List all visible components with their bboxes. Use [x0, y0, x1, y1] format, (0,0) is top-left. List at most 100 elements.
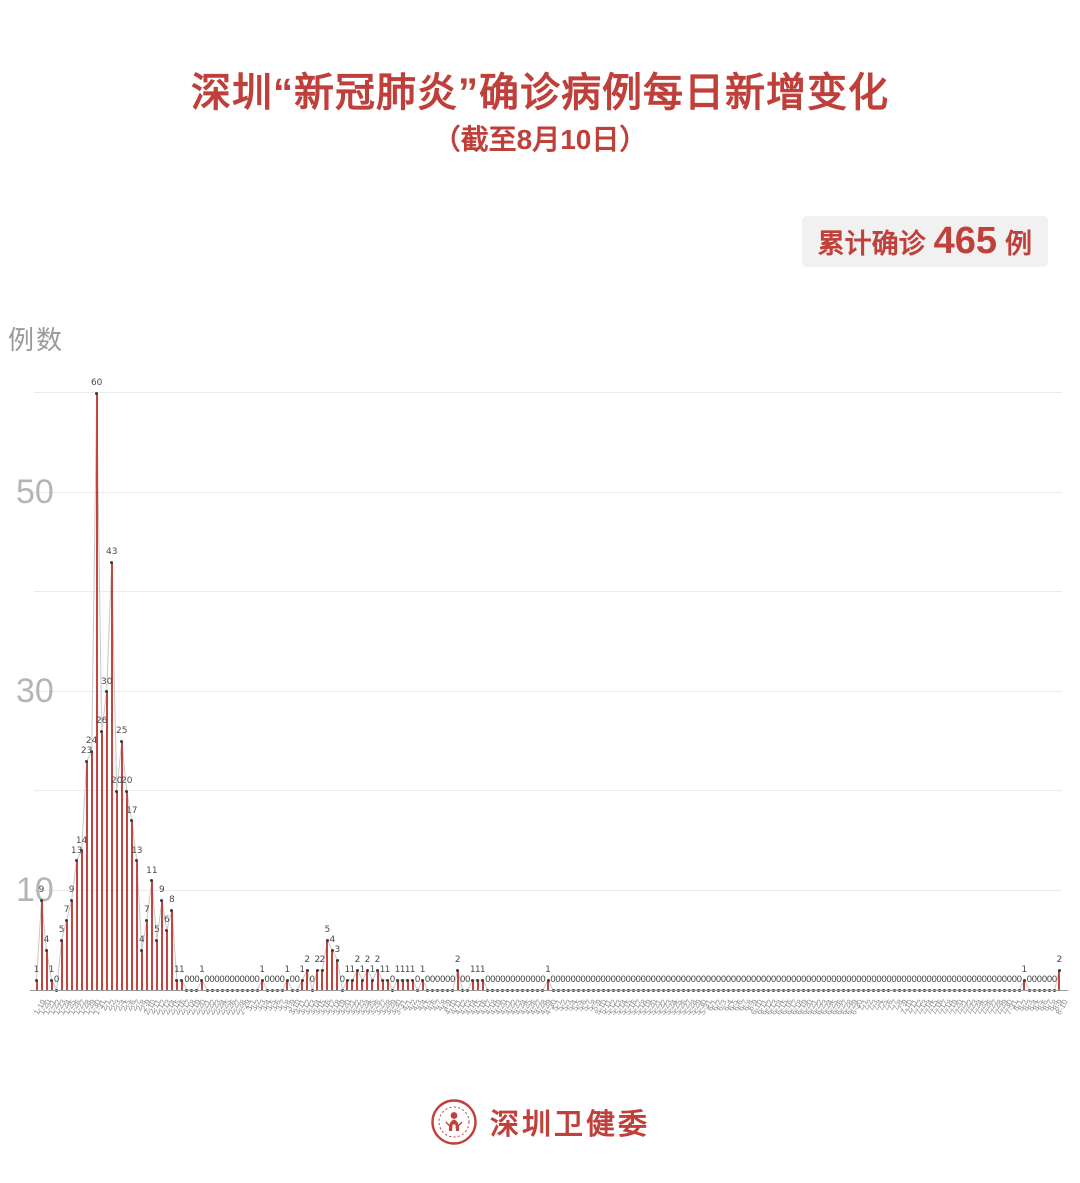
bar [170, 910, 173, 990]
bar-value-label: 0 [499, 975, 506, 985]
bar-value-label: 0 [830, 975, 837, 985]
bar-value-label: 0 [585, 975, 591, 985]
bar-value-label: 0 [745, 975, 752, 985]
cumulative-value: 465 [933, 220, 997, 262]
bar-value-label: 0 [996, 975, 1003, 985]
bar-value-label: 0 [685, 975, 692, 985]
data-point-dot [145, 918, 149, 922]
bar-value-label: 4 [329, 935, 336, 946]
data-point-dot [335, 958, 339, 962]
data-point-dot [345, 978, 349, 982]
bar [145, 920, 148, 990]
org-name: 深圳卫健委 [489, 1109, 650, 1141]
data-point-dot [260, 978, 264, 982]
bar-value-label: 0 [991, 975, 998, 985]
data-point-dot [175, 978, 179, 982]
bar-value-label: 0 [600, 975, 607, 985]
bar-value-label: 2 [374, 955, 381, 966]
bar-value-label: 0 [510, 975, 516, 985]
data-point-dot [110, 560, 114, 564]
bar-value-label: 0 [700, 975, 707, 985]
bar [371, 980, 374, 990]
bar-value-label: 0 [981, 975, 988, 985]
bar-value-label: 1 [199, 965, 205, 976]
bar-value-label: 1 [1021, 965, 1028, 976]
bar-value-label: 2 [454, 955, 461, 966]
bar-value-label: 1 [259, 965, 266, 976]
bar-value-label: 0 [926, 975, 932, 985]
bar-value-label: 1 [379, 965, 386, 976]
bar-value-label: 3 [334, 945, 341, 956]
gridline-30 [34, 690, 1062, 692]
gridline-10 [34, 889, 1062, 891]
bar [175, 980, 178, 990]
x-axis-line [30, 990, 1068, 991]
bar [321, 970, 324, 990]
y-tick-label-50: 50 [16, 472, 54, 511]
bar-value-label: 0 [820, 975, 827, 985]
bar-value-label: 5 [58, 925, 65, 936]
data-point-dot [411, 978, 415, 982]
bar-value-label: 0 [53, 975, 60, 985]
bar-value-label: 0 [1026, 975, 1033, 985]
data-point-dot [40, 898, 44, 902]
data-point-dot [365, 968, 369, 972]
bar-value-label: 60 [90, 378, 103, 388]
bar-value-label: 1 [349, 965, 356, 976]
data-point-dot [45, 948, 49, 952]
bar [381, 980, 384, 990]
bar-value-label: 11 [146, 865, 158, 876]
bar [481, 980, 484, 990]
bar-value-label: 0 [891, 975, 897, 985]
bar [40, 900, 43, 990]
bar-value-label: 24 [85, 736, 98, 747]
bar [140, 950, 143, 990]
data-point-dot [50, 978, 54, 982]
bar-value-label: 2 [354, 955, 361, 966]
data-point-dot [85, 759, 89, 763]
gridline-20 [34, 790, 1062, 791]
data-point-dot [476, 978, 480, 982]
bar-value-label: 0 [489, 975, 496, 985]
bar [331, 950, 334, 990]
bar-value-label: 0 [876, 975, 882, 985]
bar-value-label: 20 [121, 776, 133, 786]
data-point-dot [370, 978, 374, 982]
bar-value-label: 0 [805, 975, 812, 985]
bar-value-label: 0 [971, 975, 978, 985]
bar-value-label: 0 [976, 975, 983, 985]
data-point-dot [546, 978, 550, 982]
data-point-dot [421, 978, 425, 982]
bar-value-label: 0 [961, 975, 968, 985]
bar-value-label: 0 [1016, 975, 1023, 985]
bar-value-label: 0 [851, 975, 857, 985]
data-point-dot [320, 968, 324, 972]
bar-value-label: 0 [525, 975, 531, 985]
bar-value-label: 6 [164, 915, 170, 926]
bar-value-label: 0 [580, 975, 586, 985]
data-point-dot [75, 859, 79, 863]
bar-value-label: 43 [105, 547, 118, 558]
bar-value-label: 1 [344, 965, 351, 976]
bar-value-label: 1 [384, 965, 391, 976]
bar-value-label: 1 [479, 965, 486, 976]
bar-value-label: 13 [70, 845, 83, 856]
bar [95, 393, 98, 990]
bar-value-label: 0 [650, 975, 657, 985]
data-point-dot [125, 789, 129, 793]
bar-value-label: 0 [710, 975, 717, 985]
bar [326, 940, 329, 990]
data-point-dot [471, 978, 475, 982]
bar-value-label: 0 [775, 975, 782, 985]
bar-value-label: 0 [655, 975, 662, 985]
bar [1058, 970, 1061, 990]
bar-value-label: 0 [871, 975, 877, 985]
bar-value-label: 0 [234, 975, 240, 985]
bar-value-label: 7 [63, 905, 70, 916]
bar [130, 820, 133, 990]
bar-value-label: 0 [605, 975, 612, 985]
bar [155, 940, 158, 990]
bar-value-label: 0 [570, 975, 576, 985]
bar-value-label: 0 [194, 975, 200, 985]
bar-value-label: 0 [740, 975, 747, 985]
